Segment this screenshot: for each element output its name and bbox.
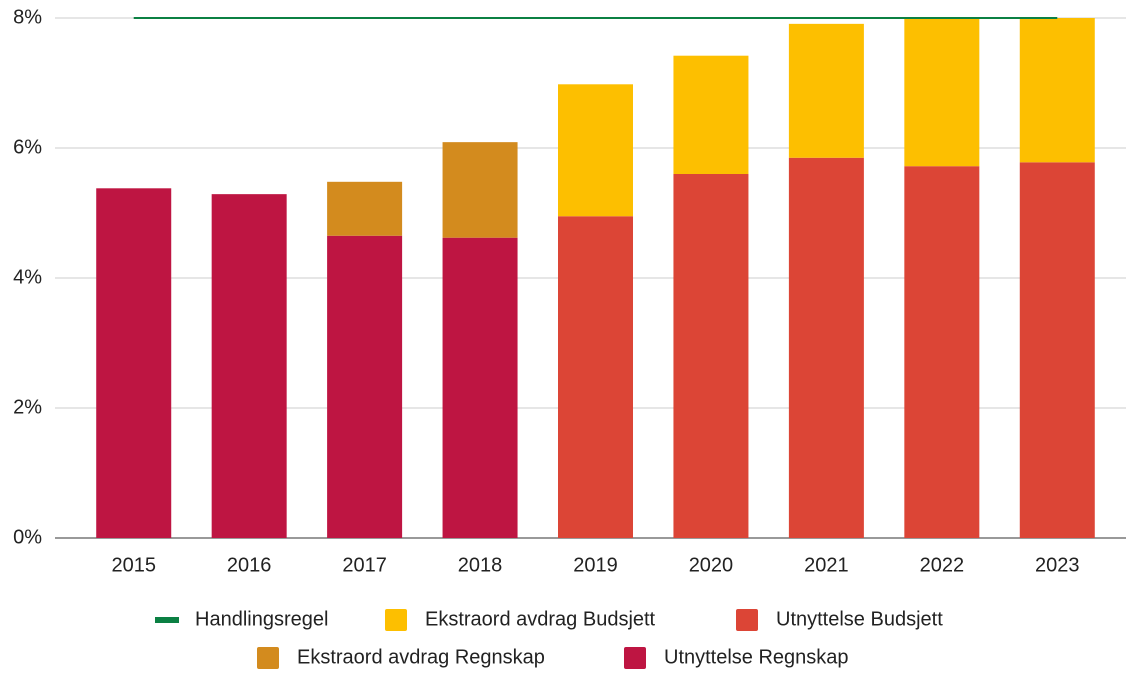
- bar-segment: [558, 216, 633, 538]
- bar-segment: [1019, 162, 1095, 539]
- legend-label: Utnyttelse Regnskap: [664, 646, 849, 668]
- x-tick-label: 2017: [342, 554, 387, 576]
- legend-label: Handlingsregel: [195, 608, 328, 630]
- y-tick-label: 6%: [13, 136, 42, 158]
- x-tick-label: 2023: [1035, 554, 1080, 576]
- bar-segment: [442, 142, 518, 238]
- x-tick-label: 2019: [573, 554, 618, 576]
- bar-segment: [673, 174, 749, 538]
- x-tick-label: 2018: [458, 554, 503, 576]
- bar-segment: [558, 84, 633, 217]
- legend-label: Ekstraord avdrag Regnskap: [297, 646, 545, 668]
- bar-segment: [904, 18, 980, 167]
- x-tick-label: 2021: [804, 554, 849, 576]
- bar-segment: [211, 194, 287, 538]
- y-tick-label: 8%: [13, 6, 42, 28]
- legend-swatch: [385, 609, 407, 631]
- legend-swatch: [624, 647, 646, 669]
- bar-segment: [904, 166, 980, 538]
- x-tick-label: 2016: [227, 554, 272, 576]
- x-tick-label: 2022: [920, 554, 965, 576]
- bar-segment: [327, 235, 403, 538]
- legend-swatch: [736, 609, 758, 631]
- y-tick-label: 2%: [13, 396, 42, 418]
- bar-segment: [442, 237, 518, 538]
- y-tick-label: 0%: [13, 526, 42, 548]
- bar-segment: [788, 23, 864, 158]
- legend-swatch: [257, 647, 279, 669]
- legend-label: Utnyttelse Budsjett: [776, 608, 943, 630]
- bar-segment: [673, 55, 749, 175]
- bar-segment: [327, 181, 403, 236]
- y-tick-label: 4%: [13, 266, 42, 288]
- legend-swatch: [155, 617, 179, 623]
- bar-segment: [1019, 18, 1095, 163]
- x-tick-label: 2020: [689, 554, 734, 576]
- x-tick-label: 2015: [111, 554, 156, 576]
- legend-label: Ekstraord avdrag Budsjett: [425, 608, 656, 630]
- bar-segment: [96, 188, 172, 539]
- bar-segment: [788, 157, 864, 538]
